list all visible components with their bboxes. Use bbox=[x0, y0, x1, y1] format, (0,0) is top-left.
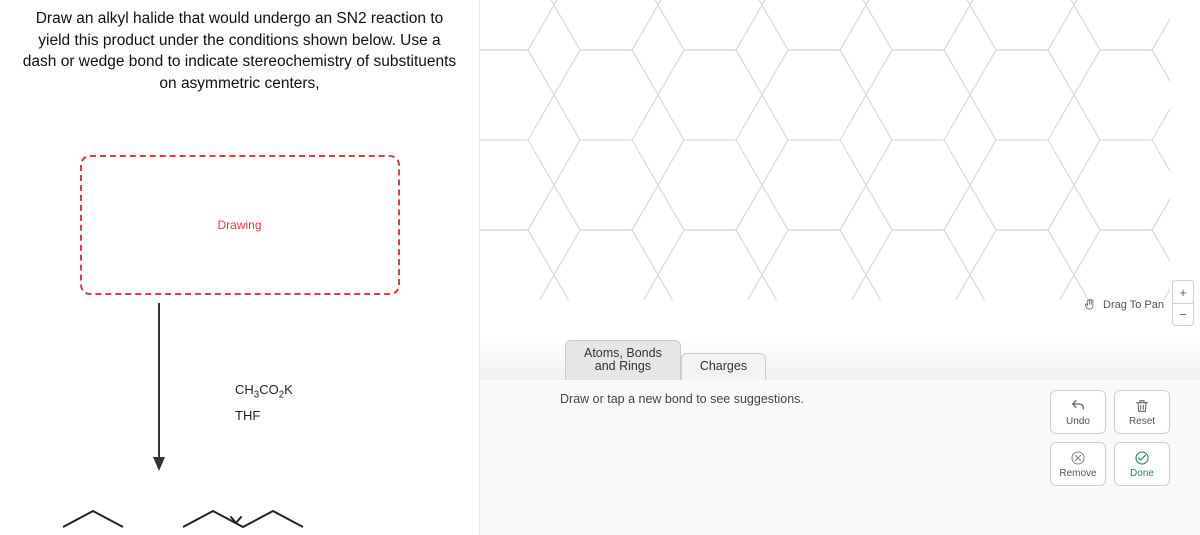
chevron-down-icon[interactable] bbox=[225, 509, 247, 531]
editor-panel: Drag To Pan + − Atoms, Bondsand Rings Ch… bbox=[480, 0, 1200, 535]
reset-button[interactable]: Reset bbox=[1114, 390, 1170, 434]
remove-icon bbox=[1070, 450, 1086, 466]
tab-atoms-bonds-rings[interactable]: Atoms, Bondsand Rings bbox=[565, 340, 681, 381]
reagent-line-1: CH3CO2K bbox=[235, 378, 293, 404]
undo-label: Undo bbox=[1066, 416, 1090, 427]
zoom-controls: + − bbox=[1172, 280, 1194, 326]
done-label: Done bbox=[1130, 468, 1154, 479]
drag-to-pan-label: Drag To Pan bbox=[1103, 299, 1164, 311]
remove-button[interactable]: Remove bbox=[1050, 442, 1106, 486]
reaction-area: CH3CO2K THF bbox=[20, 303, 459, 483]
drag-to-pan[interactable]: Drag To Pan bbox=[1083, 298, 1164, 312]
reagents: CH3CO2K THF bbox=[235, 378, 293, 428]
done-button[interactable]: Done bbox=[1114, 442, 1170, 486]
reset-label: Reset bbox=[1129, 416, 1155, 427]
zoom-out-button[interactable]: − bbox=[1173, 303, 1193, 325]
tab-charges[interactable]: Charges bbox=[681, 353, 766, 380]
hexagon-grid bbox=[480, 0, 1200, 340]
undo-icon bbox=[1070, 398, 1086, 414]
product-structure-partial bbox=[45, 505, 325, 535]
action-buttons: Undo Reset Remove Done bbox=[1050, 390, 1170, 486]
check-circle-icon bbox=[1134, 450, 1150, 466]
hand-icon bbox=[1083, 298, 1097, 312]
drawing-box-label: Drawing bbox=[217, 218, 261, 232]
drawing-canvas[interactable]: Drag To Pan + − bbox=[480, 0, 1200, 340]
trash-icon bbox=[1134, 398, 1150, 414]
drawing-box[interactable]: Drawing bbox=[80, 155, 400, 295]
reagent-line-2: THF bbox=[235, 404, 293, 427]
undo-button[interactable]: Undo bbox=[1050, 390, 1106, 434]
question-panel: Draw an alkyl halide that would undergo … bbox=[0, 0, 480, 535]
reaction-arrow-icon bbox=[149, 303, 169, 473]
tool-tabs: Atoms, Bondsand Rings Charges bbox=[480, 340, 1200, 380]
remove-label: Remove bbox=[1059, 468, 1096, 479]
toolbar: Draw or tap a new bond to see suggestion… bbox=[480, 380, 1200, 535]
question-text: Draw an alkyl halide that would undergo … bbox=[20, 8, 459, 95]
zoom-in-button[interactable]: + bbox=[1173, 281, 1193, 303]
